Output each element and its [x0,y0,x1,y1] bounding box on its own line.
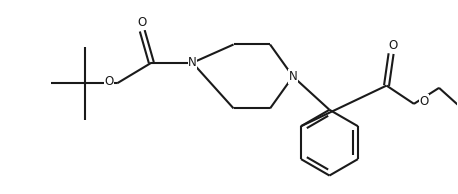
Text: N: N [289,70,297,83]
Text: O: O [420,95,429,108]
Text: O: O [137,16,147,29]
Text: N: N [188,56,197,69]
Text: O: O [104,74,114,87]
Text: O: O [389,39,398,52]
